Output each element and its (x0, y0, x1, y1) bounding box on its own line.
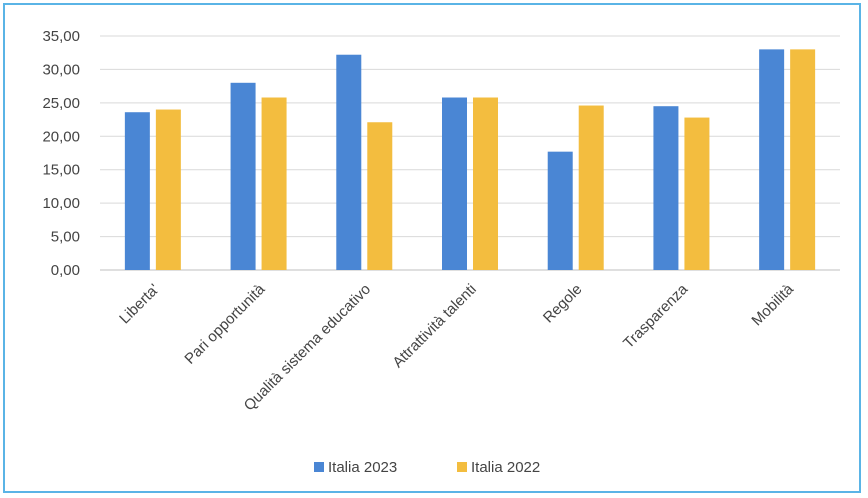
bar (367, 122, 393, 270)
bar (336, 54, 362, 270)
y-tick-label: 15,00 (42, 162, 80, 179)
x-category-label: Trasparenza (620, 280, 692, 352)
bar (155, 109, 181, 271)
y-tick-label: 35,00 (42, 28, 80, 45)
y-tick-label: 10,00 (42, 195, 80, 212)
bar (759, 49, 785, 270)
y-tick-label: 5,00 (51, 229, 80, 246)
legend-swatch (457, 462, 467, 472)
y-tick-label: 0,00 (51, 262, 80, 279)
y-tick-label: 30,00 (42, 61, 80, 78)
x-category-label: Regole (540, 281, 586, 327)
x-category-label: Liberta' (116, 281, 163, 328)
legend: Italia 2023 Italia 2022 (314, 459, 540, 476)
y-tick-label: 25,00 (42, 95, 80, 112)
bar (230, 82, 256, 270)
bar (442, 97, 467, 270)
bar (578, 105, 604, 270)
bar (261, 97, 287, 270)
bar (653, 106, 679, 270)
bar (684, 117, 710, 271)
legend-label: Italia 2023 (328, 459, 397, 476)
x-category-label: Attrattività talenti (389, 281, 479, 371)
x-category-label: Mobilità (748, 280, 797, 329)
y-axis-tick-labels: 0,00 5,00 10,00 15,00 20,00 25,00 30,00 35,00 (42, 28, 80, 279)
y-tick-label: 20,00 (42, 128, 80, 145)
bar (790, 49, 816, 270)
bar (473, 97, 498, 270)
bars (124, 49, 816, 271)
gridlines (100, 35, 840, 271)
x-category-label: Pari opportunità (181, 280, 268, 367)
bar (547, 151, 573, 270)
x-category-label: Qualità sistema educativo (241, 281, 374, 414)
bar (124, 112, 150, 271)
legend-swatch (314, 462, 324, 472)
legend-label: Italia 2022 (471, 459, 540, 476)
